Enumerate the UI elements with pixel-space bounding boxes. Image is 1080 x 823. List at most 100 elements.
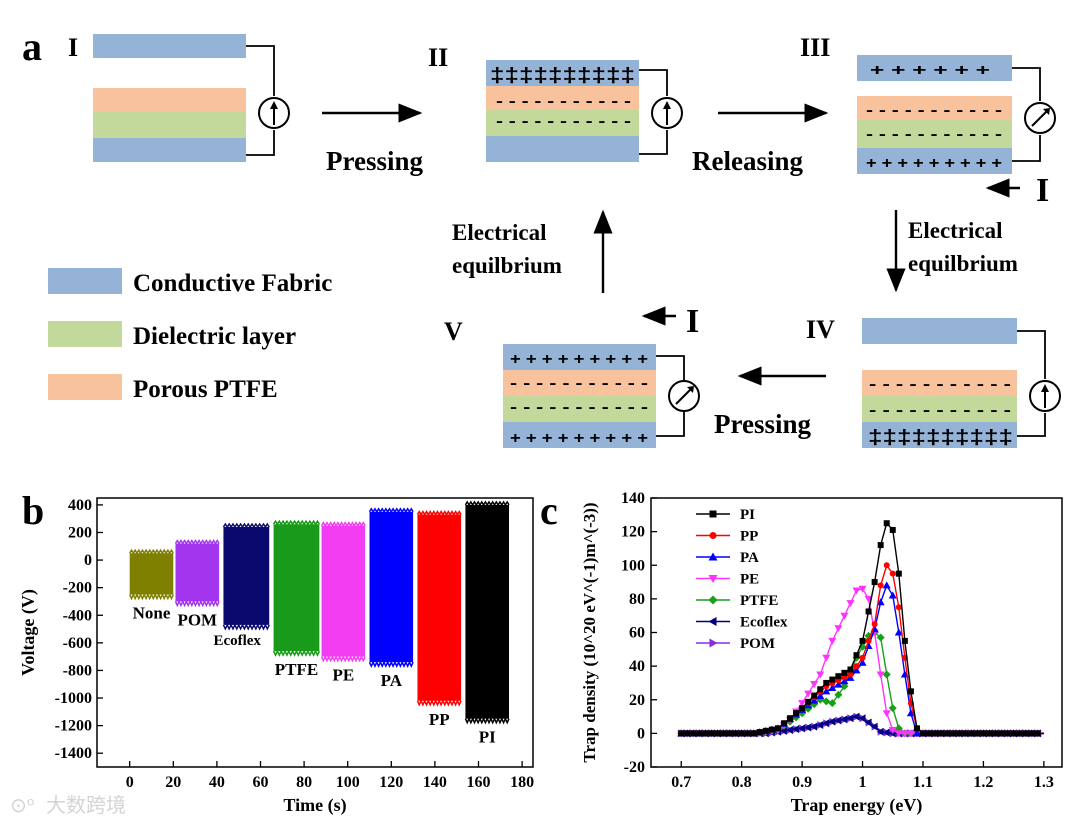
plot-frame <box>96 497 534 768</box>
conductive-layer-bottom <box>857 148 1012 174</box>
series-line <box>681 521 1044 735</box>
data-point <box>882 728 890 737</box>
dielectric-layer <box>862 396 1017 422</box>
data-point <box>793 710 800 717</box>
x-tick-label: 100 <box>336 774 360 791</box>
data-point <box>900 730 909 738</box>
stage-label-i: I <box>68 33 78 62</box>
data-point <box>986 730 993 737</box>
signal-edge-top <box>129 548 174 555</box>
data-point <box>828 637 837 645</box>
legend-marker <box>709 532 717 539</box>
data-point <box>888 704 897 713</box>
circuit-wire <box>246 45 275 156</box>
data-point <box>932 730 939 737</box>
y-tick-label: -400 <box>63 607 92 624</box>
data-point <box>864 718 872 727</box>
signal-edge-top <box>464 500 510 507</box>
x-tick-label: 1.3 <box>1034 774 1054 791</box>
series-label-ptfe: PTFE <box>275 660 318 679</box>
data-point <box>1028 730 1035 737</box>
conductive-layer-bottom <box>862 422 1017 448</box>
data-point <box>913 725 920 732</box>
series-label-pa: PA <box>381 671 403 690</box>
data-point <box>926 730 933 737</box>
conductive-layer-top <box>486 60 639 86</box>
positive-charges: + + + + + + + + + <box>866 155 1002 172</box>
current-label: I <box>1036 172 1049 209</box>
y-tick-label: -600 <box>63 635 92 652</box>
data-point <box>768 726 775 733</box>
dielectric-layer <box>93 112 246 138</box>
data-point <box>907 688 914 695</box>
data-point <box>816 691 825 699</box>
voltage-signal-pa <box>369 511 414 663</box>
data-point <box>834 690 843 699</box>
data-point <box>919 730 926 737</box>
panel-label-c: c <box>540 488 558 533</box>
data-point <box>980 730 987 737</box>
step-label-equilibrium-right-2: equilbrium <box>908 251 1018 276</box>
data-point <box>871 579 878 586</box>
data-point <box>822 654 831 662</box>
data-point <box>750 730 757 737</box>
y-tick-label: 400 <box>68 497 92 514</box>
data-point <box>901 637 908 644</box>
negative-charges: - - - - - - - - - - - <box>496 113 631 130</box>
data-point <box>894 628 903 636</box>
voltage-signal-pi <box>465 504 510 719</box>
data-point <box>732 730 739 737</box>
dielectric-layer <box>857 120 1012 148</box>
data-point <box>870 722 878 731</box>
panel-label-a: a <box>22 24 42 69</box>
conductive-layer-bottom <box>503 422 656 448</box>
data-point <box>883 520 890 527</box>
negative-charges: - - - - - - - - - - - <box>510 399 648 416</box>
negative-charges: - - - - - - - - - - - <box>510 375 648 392</box>
voltage-signal-pp <box>417 514 462 701</box>
data-point <box>894 730 903 738</box>
stage-ii: II ‡‡‡‡‡‡‡‡‡‡ - - - - - - - - - - - - - … <box>428 43 683 162</box>
legend-label-pi: PI <box>740 507 755 523</box>
legend-marker <box>709 510 717 518</box>
data-point <box>944 730 951 737</box>
data-point <box>858 658 867 666</box>
data-point <box>690 730 697 737</box>
x-tick-label: 0.8 <box>732 774 752 791</box>
signal-edge-top <box>416 510 462 517</box>
data-point <box>805 698 812 705</box>
legend-marker <box>708 552 718 561</box>
x-tick-label: 160 <box>467 774 491 791</box>
data-point <box>871 621 878 628</box>
data-point <box>906 730 915 738</box>
data-point <box>726 730 733 737</box>
data-point <box>822 697 831 706</box>
circuit-wire <box>656 355 685 437</box>
stage-label-ii: II <box>428 43 448 72</box>
x-axis-label: Time (s) <box>283 795 346 816</box>
ptfe-layer <box>862 370 1017 396</box>
voltage-signal-ptfe <box>273 524 320 652</box>
stage-label-iii: III <box>800 33 830 62</box>
stage-iv: IV - - - - - - - - - - - - - - - - - - -… <box>806 315 1061 449</box>
ammeter-icon <box>668 380 700 412</box>
dielectric-layer <box>486 110 639 136</box>
conductive-layer-top <box>857 55 1012 81</box>
data-point <box>962 730 969 737</box>
series-label-pom: POM <box>177 610 217 629</box>
legend-marker <box>708 595 718 605</box>
legend-swatch-ptfe <box>48 374 122 400</box>
data-point <box>810 722 818 731</box>
data-point <box>799 705 806 712</box>
signal-edge-bottom <box>368 660 414 668</box>
data-point <box>888 727 897 735</box>
y-tick-label: -20 <box>624 759 645 776</box>
data-point <box>787 715 794 722</box>
y-tick-label: 20 <box>629 692 645 709</box>
y-tick-label: -1000 <box>55 690 92 707</box>
data-point <box>811 692 818 699</box>
data-point <box>708 730 715 737</box>
voltage-signal-pom <box>175 543 220 602</box>
data-point <box>888 591 897 599</box>
data-point <box>720 730 727 737</box>
